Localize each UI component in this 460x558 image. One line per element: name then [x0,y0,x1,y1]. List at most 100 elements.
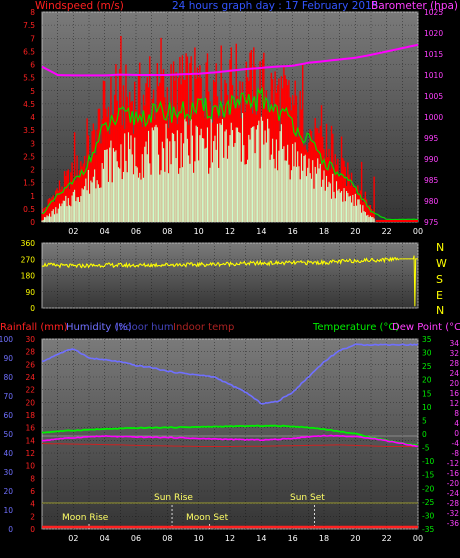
temp-x-tick-label: 20 [350,534,360,543]
barometer-y-tick-label: 995 [424,134,439,143]
dewpoint-y-tick-label: 16 [449,389,459,398]
wind-x-tick-label: 18 [319,227,329,236]
sun-rise-label: Sun Rise [154,493,193,503]
barometer-y-tick-label: 1015 [424,50,443,59]
rain-y-tick-label: 6 [30,487,35,496]
temperature-y-tick-label: 30 [422,349,432,358]
rain-y-tick-label: 8 [30,474,35,483]
dewpoint-y-tick-label: 28 [449,359,459,368]
wind-y-tick-label: 1.5 [23,179,35,188]
humidity-y-tick-label: 50 [3,430,13,439]
temperature-y-tick-label: 10 [422,403,432,412]
temperature-y-tick-label: 5 [422,416,427,425]
dewpoint-y-tick-label: 24 [449,369,459,378]
barometer-y-tick-label: 975 [424,218,439,227]
direction-y-tick-label: 0 [30,304,35,313]
wind-y-tick-label: 3 [30,139,35,148]
compass-n-top: N [436,241,444,254]
temperature-y-tick-label: -10 [422,457,434,466]
wind-y-tick-label: 7 [30,34,35,43]
wind-y-tick-label: 0.5 [23,205,35,214]
direction-trace [41,256,400,269]
barometer-title: Barometer (hpa) [371,0,458,12]
wind-x-tick-label: 10 [194,227,204,236]
wind-average-line [41,86,419,221]
rain-y-tick-label: 16 [25,424,35,433]
wind-y-tick-label: 0 [30,218,35,227]
dewpoint-y-tick-label: 34 [449,339,459,348]
temperature-y-tick-label: 35 [422,335,432,344]
rain-y-tick-label: 18 [25,411,35,420]
wind-x-tick-label: 08 [162,227,172,236]
humidity-y-tick-label: 70 [3,392,13,401]
direction-y-tick-label: 90 [25,288,35,297]
wind-series-group [41,36,419,222]
wind-y-tick-label: 2.5 [23,152,35,161]
temperature-y-tick-label: -15 [422,471,434,480]
humidity-y-tick-label: 60 [3,411,13,420]
wind-x-tick-label: 22 [382,227,392,236]
dewpoint-y-tick-label: 20 [449,379,459,388]
temp-x-tick-label: 02 [68,534,78,543]
temp-x-tick-label: 10 [194,534,204,543]
temperature-y-tick-label: 20 [422,376,432,385]
temperature-y-tick-label: -35 [422,525,434,534]
dewpoint-y-tick-label: 8 [454,409,459,418]
wind-y-tick-label: 8 [30,8,35,17]
barometer-y-tick-label: 1025 [424,8,443,17]
barometer-line [41,43,419,77]
humidity-y-tick-label: 90 [3,354,13,363]
direction-y-tick-label: 360 [21,239,36,248]
temperature-y-tick-label: 25 [422,362,432,371]
temp-x-tick-label: 16 [288,534,298,543]
humidity-line [41,343,419,405]
rain-y-tick-label: 24 [25,373,35,382]
compass-s: S [436,273,443,286]
wind-y-tick-label: 6.5 [23,47,35,56]
rain-y-tick-label: 30 [25,335,35,344]
wind-y-tick-label: 5 [30,87,35,96]
humidity-y-tick-label: 10 [3,506,13,515]
wind-x-tick-label: 04 [100,227,110,236]
humidity-y-tick-label: 40 [3,449,13,458]
graph-title: 24 hours graph day : 17 February 2015 [172,0,378,12]
rain-y-tick-label: 14 [25,436,35,445]
dewpoint-y-tick-label: -24 [447,489,459,498]
humidity-y-tick-label: 80 [3,373,13,382]
wind-x-tick-label: 14 [256,227,266,236]
rain-y-tick-label: 2 [30,512,35,521]
rain-y-tick-label: 22 [25,386,35,395]
temp-x-tick-label: 12 [225,534,235,543]
barometer-y-tick-label: 985 [424,176,439,185]
wind-title: Windspeed (m/s) [35,0,124,12]
direction-y-tick-label: 270 [21,255,36,264]
dewpoint-y-tick-label: -20 [447,479,459,488]
temperature-series-group [41,343,419,529]
temperature-y-tick-label: -30 [422,511,434,520]
barometer-y-tick-label: 980 [424,197,439,206]
wind-y-tick-label: 4.5 [23,100,35,109]
temperature-y-tick-label: -20 [422,484,434,493]
rain-y-tick-label: 20 [25,398,35,407]
temp-x-tick-label: 18 [319,534,329,543]
wind-x-tick-label: 12 [225,227,235,236]
temperature-y-tick-label: -5 [422,444,430,453]
moon-rise-label: Moon Rise [62,513,109,523]
temp-x-tick-label: 22 [382,534,392,543]
indoor-hum-label: Indoor hum [116,322,174,333]
wind-y-tick-label: 6 [30,61,35,70]
dewpoint-y-tick-label: -36 [447,519,459,528]
barometer-y-tick-label: 1005 [424,92,443,101]
sun-set-label: Sun Set [290,493,325,503]
wind-y-tick-label: 5.5 [23,74,35,83]
temp-x-tick-label: 08 [162,534,172,543]
dewpoint-y-tick-label: -4 [452,439,460,448]
rain-y-tick-label: 10 [25,462,35,471]
rain-y-tick-label: 12 [25,449,35,458]
humidity-y-tick-label: 100 [0,335,13,344]
barometer-y-tick-label: 1020 [424,29,443,38]
wind-y-tick-label: 1 [30,192,35,201]
wind-x-tick-label: 20 [350,227,360,236]
dewpoint-y-tick-label: 4 [454,419,459,428]
